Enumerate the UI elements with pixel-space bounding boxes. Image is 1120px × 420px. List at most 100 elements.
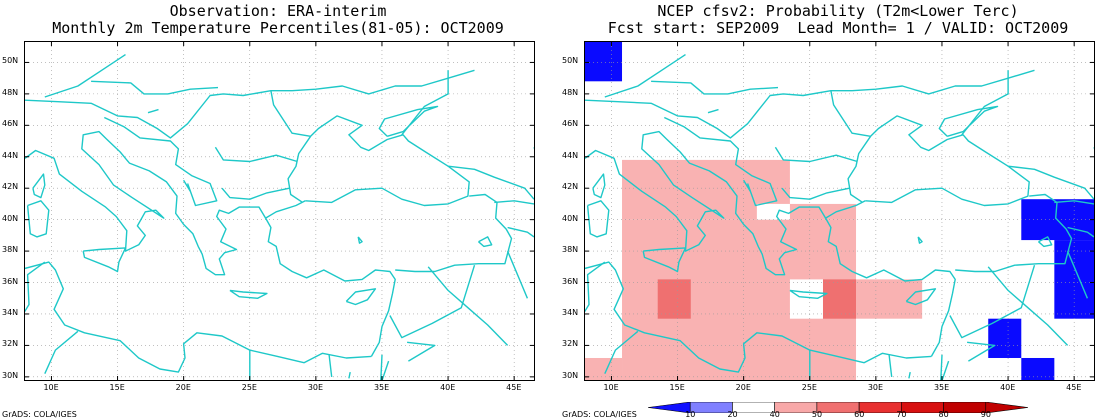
coastline-border-line <box>91 80 219 95</box>
coastline-border-line <box>270 90 311 137</box>
coastline-border-line <box>586 200 610 238</box>
colorbar-segment <box>647 401 691 414</box>
lat-tick-label: 46N <box>2 119 19 129</box>
colorbar-segment <box>732 401 775 414</box>
colorbar-label: 70 <box>896 410 907 419</box>
probability-cell-pink <box>585 357 623 380</box>
coastline-border-line <box>585 261 932 373</box>
left-title-line1: Observation: ERA-interim <box>169 2 387 20</box>
lon-tick-label: 30E <box>867 383 884 392</box>
lon-tick-label: 45E <box>506 383 522 392</box>
lat-tick-label: 40N <box>2 213 19 223</box>
colorbar-svg <box>647 401 1029 414</box>
coastline-border-line <box>651 80 779 95</box>
coastline-border-line <box>1066 250 1089 299</box>
coastline-border-line <box>287 115 470 207</box>
coastline-border-line <box>847 115 1030 207</box>
coastline-border-line <box>26 200 50 238</box>
lon-tick-label: 35E <box>373 383 390 392</box>
coastline-border-line <box>395 193 513 273</box>
probability-cell-blank <box>756 203 790 220</box>
colorbar-label: 10 <box>685 410 696 419</box>
colorbar-segment <box>689 401 733 414</box>
lat-tick-label: 50N <box>562 56 579 66</box>
left-title-line2: Monthly 2m Temperature Percentiles(81-05… <box>52 19 504 37</box>
probability-colorbar <box>647 398 1029 414</box>
coastline-border-line <box>507 226 534 238</box>
coastline-border-line <box>585 130 827 276</box>
lon-tick-label: 30E <box>307 383 324 392</box>
coastline-border-line <box>941 360 950 380</box>
probability-cell-blue <box>1021 357 1055 380</box>
coastline-border-line <box>348 371 351 379</box>
coastline-border-line <box>427 266 509 346</box>
lat-tick-label: 42N <box>562 182 579 192</box>
observation-map <box>24 41 535 381</box>
coastline-border-line <box>743 179 751 192</box>
coastline-border-line <box>1067 226 1094 238</box>
colorbar-label: 90 <box>980 410 991 419</box>
coastline-border-line <box>888 354 893 377</box>
colorbar-segment <box>858 401 902 414</box>
coastline-border-line <box>789 289 828 299</box>
coastline-border-line <box>345 288 377 306</box>
coastline-border-line <box>949 264 1036 339</box>
coastline-border-line <box>1008 165 1094 200</box>
coastline-border-line <box>506 250 529 299</box>
lat-tick-label: 48N <box>562 87 579 97</box>
lat-tick-label: 40N <box>562 213 579 223</box>
coastline-border-line <box>328 354 333 377</box>
coastline-border-line <box>401 70 449 136</box>
coastline-border-line <box>1038 236 1053 248</box>
colorbar-label: 50 <box>811 410 823 419</box>
coastline-border-line <box>585 69 1035 139</box>
coastline-border-line <box>940 354 943 380</box>
lon-tick-label: 45E <box>1066 383 1082 392</box>
lon-tick-label: 20E <box>735 383 751 392</box>
coastline-border-line <box>448 165 534 200</box>
lat-tick-label: 30N <box>2 370 19 380</box>
coastline-border-line <box>592 173 606 199</box>
lat-tick-label: 32N <box>2 339 19 349</box>
probability-cell-blank <box>789 279 823 319</box>
colorbar-segment <box>985 401 1029 414</box>
lat-tick-label: 38N <box>562 245 579 255</box>
lon-tick-label: 35E <box>933 383 950 392</box>
coastline-border-line <box>707 108 719 114</box>
lat-tick-label: 48N <box>2 87 19 97</box>
coastline-border-line <box>264 200 396 357</box>
coastline-border-line <box>478 236 493 248</box>
right-title-line1: NCEP cfsv2: Probability (T2m<Lower Terc) <box>657 2 1019 20</box>
lat-tick-label: 42N <box>2 182 19 192</box>
probability-cell-blue <box>585 42 623 82</box>
coastline-border-line <box>357 236 363 244</box>
coastline-border-line <box>82 247 127 273</box>
coastline-border-line <box>214 146 298 163</box>
lat-tick-label: 30N <box>562 370 579 380</box>
probability-cell-red <box>822 279 857 319</box>
lon-tick-label: 15E <box>669 383 685 392</box>
forecast-map-svg <box>585 42 1094 380</box>
forecast-map <box>584 41 1095 381</box>
probability-cell-red <box>657 279 691 319</box>
right-panel-title: NCEP cfsv2: Probability (T2m<Lower Terc)… <box>582 3 1094 37</box>
coastline-border-line <box>955 193 1073 273</box>
lat-tick-label: 34N <box>2 307 19 317</box>
lon-tick-label: 10E <box>43 383 59 392</box>
lon-tick-label: 25E <box>801 383 817 392</box>
lat-tick-label: 46N <box>562 119 579 129</box>
coastline-border-line <box>44 330 79 374</box>
coastline-border-line <box>664 116 778 207</box>
coastline-border-line <box>183 179 191 192</box>
lat-tick-label: 34N <box>562 307 579 317</box>
coastline-border-line <box>938 105 999 137</box>
coastline-border-line <box>908 371 911 379</box>
colorbar-segment <box>901 401 944 414</box>
coastline-border-line <box>25 261 372 373</box>
coastline-border-line <box>32 173 46 199</box>
lon-tick-label: 20E <box>175 383 191 392</box>
coastline-border-line <box>44 54 126 98</box>
lat-tick-label: 32N <box>562 339 579 349</box>
left-credit: GrADS: COLA/IGES <box>2 410 77 419</box>
